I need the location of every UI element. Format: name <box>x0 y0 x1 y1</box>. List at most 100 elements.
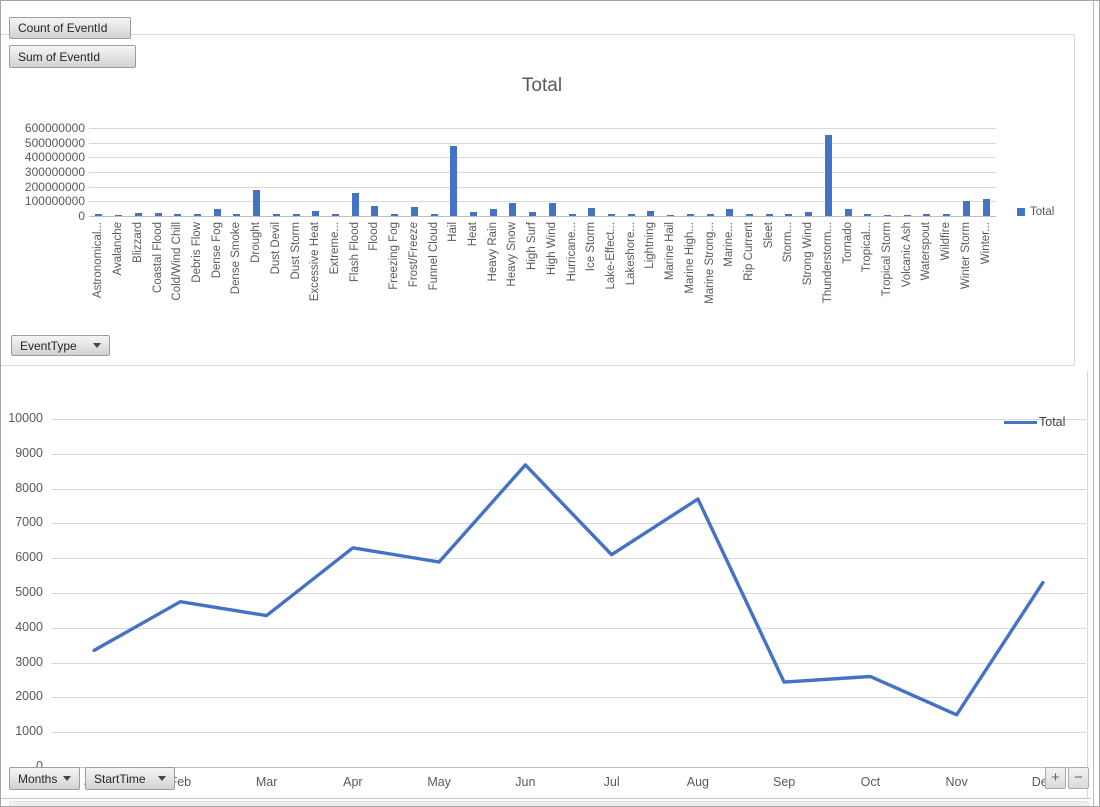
bar <box>706 213 714 216</box>
bar-y-tick-label: 500000000 <box>24 135 85 150</box>
bar-category-label: Tropical... <box>861 222 874 273</box>
month-label: Jul <box>603 775 620 789</box>
bar-category-label: Flood <box>368 222 381 251</box>
bar <box>292 213 300 216</box>
line-gridline <box>51 488 1086 490</box>
bar <box>233 214 241 216</box>
bar-category-label: Rip Current <box>743 222 756 281</box>
bar-category-label: High Surf <box>526 222 539 270</box>
bar <box>371 205 379 216</box>
bar <box>627 213 635 216</box>
legend-square-icon <box>1017 208 1025 216</box>
bar <box>884 214 892 216</box>
bar-category-label: Excessive Heat <box>309 222 322 302</box>
bar <box>608 214 615 216</box>
line-chart-frame-bottom <box>1 798 1091 799</box>
bar-category-label: Dense Smoke <box>230 222 243 295</box>
bar-category-label: Ice Storm <box>585 222 598 272</box>
drill-up-minus-button[interactable]: − <box>1068 767 1089 789</box>
line-gridline <box>51 593 1086 594</box>
bar <box>647 210 655 216</box>
bar <box>213 209 221 216</box>
line-gridline <box>51 767 1086 768</box>
bar <box>686 213 694 216</box>
eventtype-axis-field-button[interactable]: EventType <box>11 335 110 356</box>
line-legend-label: Total <box>1039 415 1066 429</box>
line-gridline <box>51 453 1086 455</box>
dropdown-arrow-icon <box>63 776 71 781</box>
line-chart-legend: Total <box>1004 415 1065 429</box>
count-of-eventid-field-button[interactable]: Count of EventId <box>9 17 131 39</box>
month-label: Apr <box>343 775 363 789</box>
horizontal-scrollbar[interactable] <box>9 801 1089 806</box>
bar-gridline <box>89 216 996 217</box>
bar-category-label: Tropical Storm <box>881 222 894 297</box>
bar-gridline <box>89 142 996 144</box>
bar-category-label: Lakeshore... <box>624 222 637 286</box>
dropdown-arrow-icon <box>158 776 166 781</box>
line-y-tick-label: 8000 <box>15 480 43 495</box>
bar-category-label: Funnel Cloud <box>427 222 440 291</box>
bar-y-tick-label: 100000000 <box>24 194 85 209</box>
bar-gridline <box>89 157 996 159</box>
bar-chart-legend: Total <box>1017 206 1054 218</box>
bar <box>765 214 773 216</box>
line-y-tick-label: 6000 <box>15 550 43 565</box>
bar-category-label: Dust Devil <box>269 222 282 275</box>
starttime-axis-field-button[interactable]: StartTime <box>85 767 175 790</box>
bar-category-label: Cold/Wind Chill <box>171 222 184 301</box>
line-gridline <box>51 558 1086 560</box>
month-label: Jun <box>515 775 536 789</box>
bar-category-label: Drought <box>250 222 263 263</box>
sum-of-eventid-label: Sum of EventId <box>18 49 101 64</box>
bar <box>785 213 793 216</box>
bar <box>667 214 675 216</box>
bar <box>489 208 497 216</box>
bar-category-label: Extreme... <box>328 222 341 275</box>
bar-legend-label: Total <box>1030 206 1055 218</box>
bar-category-label: Avalanche <box>112 222 125 276</box>
count-of-eventid-label: Count of EventId <box>18 21 108 35</box>
line-y-tick-label: 1000 <box>15 724 43 739</box>
line-y-tick-label: 3000 <box>15 654 43 669</box>
bar <box>548 203 556 216</box>
line-y-tick-label: 9000 <box>15 445 43 460</box>
bar <box>174 214 182 216</box>
bar <box>529 211 537 216</box>
drill-down-plus-button[interactable]: + <box>1045 767 1066 789</box>
bar-category-label: Marine... <box>723 222 736 267</box>
month-label: May <box>427 775 451 789</box>
line-y-tick-label: 0 <box>36 759 43 773</box>
bar-category-label: Volcanic Ash <box>900 222 913 288</box>
line-gridline <box>51 697 1086 699</box>
bar <box>805 211 813 216</box>
bar-category-label: Dense Fog <box>210 222 223 279</box>
bar-y-tick-label: 0 <box>78 209 85 223</box>
bar <box>430 213 438 216</box>
starttime-label: StartTime <box>94 771 146 786</box>
bar <box>864 213 872 216</box>
plus-icon: + <box>1051 769 1060 786</box>
bar <box>115 214 123 216</box>
bar <box>331 213 339 216</box>
months-axis-field-button[interactable]: Months <box>9 767 80 790</box>
bar-category-label: Hail <box>447 222 460 242</box>
line-y-tick-label: 4000 <box>15 619 43 634</box>
bar <box>272 213 280 216</box>
bar <box>312 210 320 216</box>
bar <box>154 213 162 216</box>
bar-category-label: Storm... <box>782 222 795 263</box>
bar-category-label: Astronomical... <box>92 222 105 299</box>
bar-category-label: Strong Wind <box>802 222 815 286</box>
sum-of-eventid-field-button[interactable]: Sum of EventId <box>9 45 136 68</box>
bar-category-label: Coastal Flood <box>151 222 164 293</box>
bar <box>962 201 970 216</box>
bar-category-label: Heavy Snow <box>506 222 519 287</box>
bar-category-label: Winter... <box>979 222 992 265</box>
bar-chart-title: Total <box>521 75 563 96</box>
month-label: Aug <box>686 775 709 789</box>
line-y-tick-label: 10000 <box>8 411 43 425</box>
bar-category-label: Heat <box>466 222 479 247</box>
bar-category-label: Thunderstorm... <box>821 222 834 304</box>
